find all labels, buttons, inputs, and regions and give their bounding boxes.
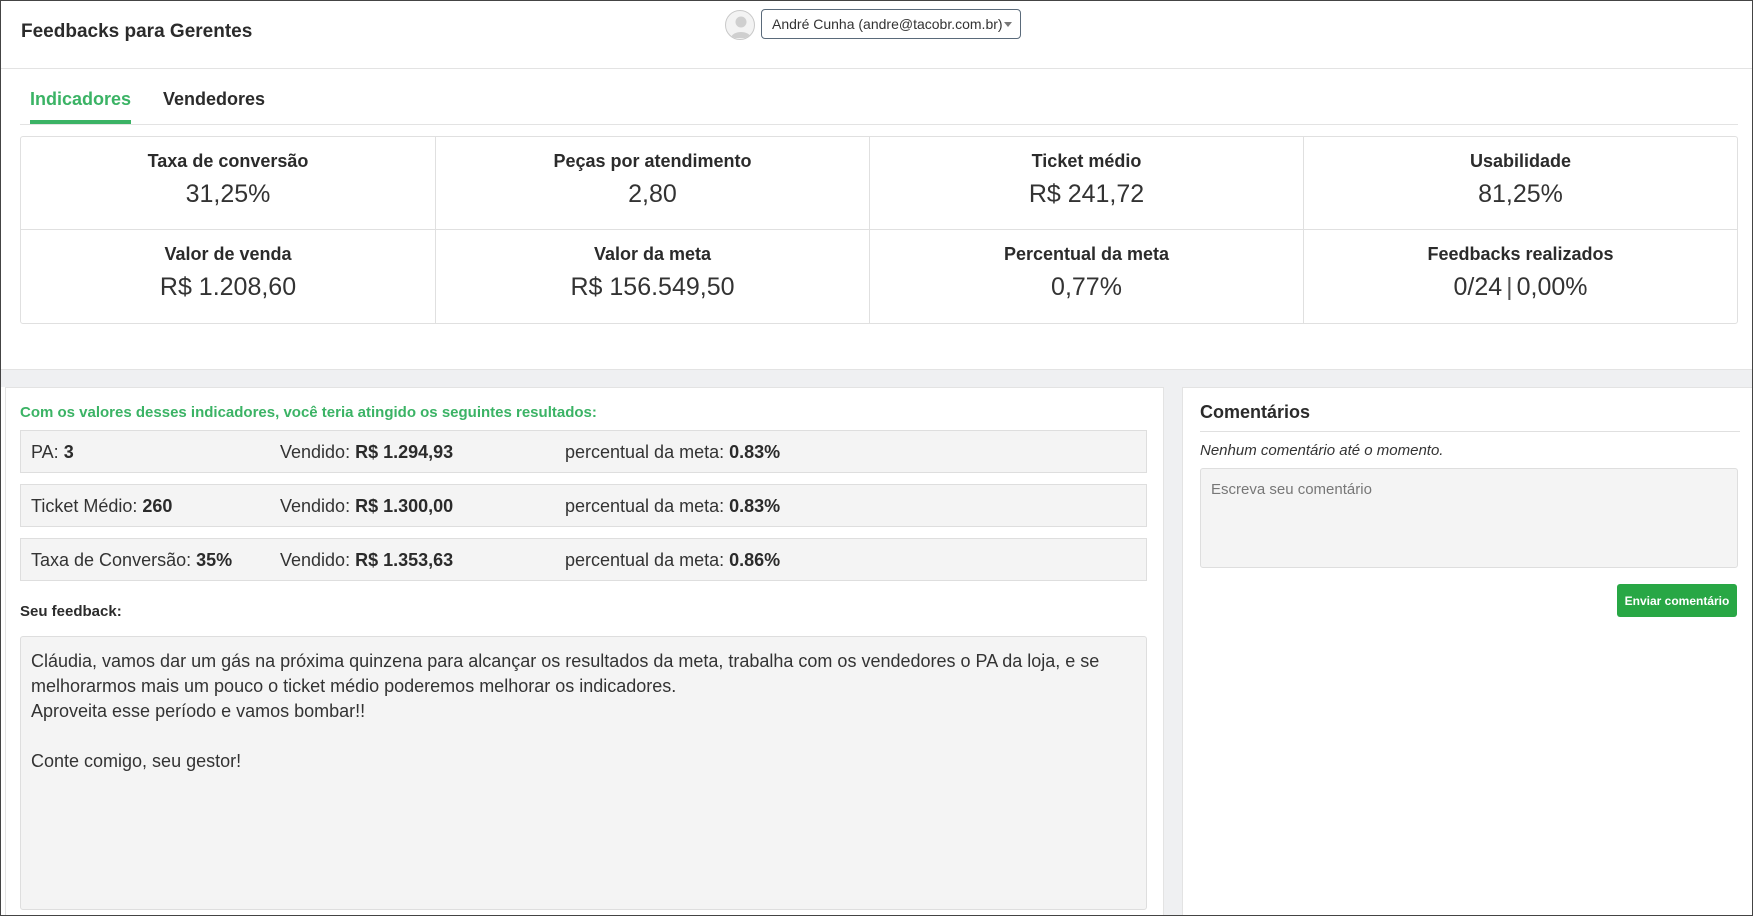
tab-bar: Indicadores Vendedores — [20, 71, 1738, 125]
result-percent-value: 0.86% — [729, 550, 781, 570]
chevron-down-icon — [1004, 22, 1012, 27]
result-row: Ticket Médio: 260 Vendido: R$ 1.300,00 p… — [20, 484, 1147, 527]
metric-label: Valor da meta — [593, 244, 712, 264]
header: Feedbacks para Gerentes André Cunha (and… — [1, 1, 1752, 69]
no-comments-text: Nenhum comentário até o momento. — [1200, 442, 1444, 459]
result-indicator-value: 260 — [142, 496, 173, 516]
comments-card: Comentários Nenhum comentário até o mome… — [1182, 387, 1752, 915]
user-select-value: André Cunha (andre@tacobr.com.br) — [772, 16, 1003, 32]
user-avatar-icon — [725, 10, 755, 40]
metric-ticket-medio: Ticket médio R$ 241,72 — [870, 137, 1304, 230]
metric-label: Valor de venda — [164, 244, 292, 264]
result-sold-value: R$ 1.294,93 — [355, 442, 454, 462]
value-separator: | — [1506, 273, 1513, 301]
feedbacks-percent: 0,00% — [1516, 273, 1588, 301]
tab-indicadores[interactable]: Indicadores — [30, 89, 132, 124]
page-title: Feedbacks para Gerentes — [21, 21, 253, 42]
result-sold: Vendido: R$ 1.353,63 — [280, 550, 453, 571]
result-indicator-label: Taxa de Conversão: — [31, 550, 192, 570]
metric-value: 31,25% — [185, 180, 271, 208]
metric-percentual-meta: Percentual da meta 0,77% — [870, 230, 1304, 323]
result-percent: percentual da meta: 0.83% — [565, 496, 780, 517]
section-divider — [1, 369, 1752, 387]
metric-value: R$ 241,72 — [1028, 180, 1145, 208]
metric-label: Taxa de conversão — [147, 151, 309, 171]
result-row: Taxa de Conversão: 35% Vendido: R$ 1.353… — [20, 538, 1147, 581]
metric-value: 81,25% — [1478, 180, 1563, 208]
result-sold: Vendido: R$ 1.300,00 — [280, 496, 453, 517]
result-sold-label: Vendido: — [280, 442, 351, 462]
user-select[interactable]: André Cunha (andre@tacobr.com.br) — [761, 9, 1021, 39]
result-percent: percentual da meta: 0.86% — [565, 550, 780, 571]
result-sold-label: Vendido: — [280, 496, 351, 516]
metric-taxa-conversao: Taxa de conversão 31,25% — [21, 137, 436, 230]
result-sold: Vendido: R$ 1.294,93 — [280, 442, 453, 463]
metrics-grid: Taxa de conversão 31,25% Peças por atend… — [20, 136, 1738, 324]
metric-usabilidade: Usabilidade 81,25% — [1304, 137, 1737, 230]
metric-label: Ticket médio — [1031, 151, 1142, 171]
result-row: PA: 3 Vendido: R$ 1.294,93 percentual da… — [20, 430, 1147, 473]
result-percent-value: 0.83% — [729, 442, 781, 462]
result-indicator-value: 3 — [63, 442, 74, 462]
result-percent-label: percentual da meta: — [565, 442, 725, 462]
results-card: Com os valores desses indicadores, você … — [5, 387, 1164, 915]
tab-vendedores[interactable]: Vendedores — [163, 89, 266, 109]
result-indicator: PA: 3 — [31, 442, 74, 463]
result-indicator: Taxa de Conversão: 35% — [31, 550, 232, 571]
results-heading: Com os valores desses indicadores, você … — [20, 404, 597, 421]
comments-title: Comentários — [1200, 402, 1740, 432]
metric-feedbacks-realizados: Feedbacks realizados 0/24 | 0,00% — [1304, 230, 1737, 323]
result-indicator-label: Ticket Médio: — [31, 496, 138, 516]
metric-value: 2,80 — [628, 180, 677, 208]
result-sold-label: Vendido: — [280, 550, 351, 570]
metric-label: Usabilidade — [1469, 151, 1572, 171]
result-indicator-value: 35% — [196, 550, 233, 570]
comment-input[interactable] — [1200, 468, 1738, 568]
metric-label: Feedbacks realizados — [1427, 244, 1614, 264]
result-percent-label: percentual da meta: — [565, 496, 725, 516]
indicators-panel: Indicadores Vendedores Taxa de conversão… — [1, 71, 1752, 369]
metric-valor-venda: Valor de venda R$ 1.208,60 — [21, 230, 436, 323]
result-sold-value: R$ 1.300,00 — [355, 496, 454, 516]
result-indicator: Ticket Médio: 260 — [31, 496, 172, 517]
result-percent-value: 0.83% — [729, 496, 781, 516]
metric-value: R$ 1.208,60 — [159, 273, 297, 301]
metric-value: R$ 156.549,50 — [570, 273, 735, 301]
result-percent: percentual da meta: 0.83% — [565, 442, 780, 463]
metric-valor-meta: Valor da meta R$ 156.549,50 — [436, 230, 870, 323]
metric-value: 0,77% — [1051, 273, 1122, 301]
feedback-textarea[interactable]: Cláudia, vamos dar um gás na próxima qui… — [20, 636, 1147, 910]
result-indicator-label: PA: — [31, 442, 59, 462]
send-comment-button[interactable]: Enviar comentário — [1617, 584, 1737, 617]
metric-label: Peças por atendimento — [553, 151, 752, 171]
metric-value: 0/24 | 0,00% — [1304, 273, 1737, 302]
column-gap — [1164, 387, 1182, 915]
feedbacks-count: 0/24 — [1453, 273, 1503, 301]
result-sold-value: R$ 1.353,63 — [355, 550, 454, 570]
metric-label: Percentual da meta — [1003, 244, 1170, 264]
metric-pecas-atendimento: Peças por atendimento 2,80 — [436, 137, 870, 230]
feedback-label: Seu feedback: — [20, 603, 122, 620]
result-percent-label: percentual da meta: — [565, 550, 725, 570]
